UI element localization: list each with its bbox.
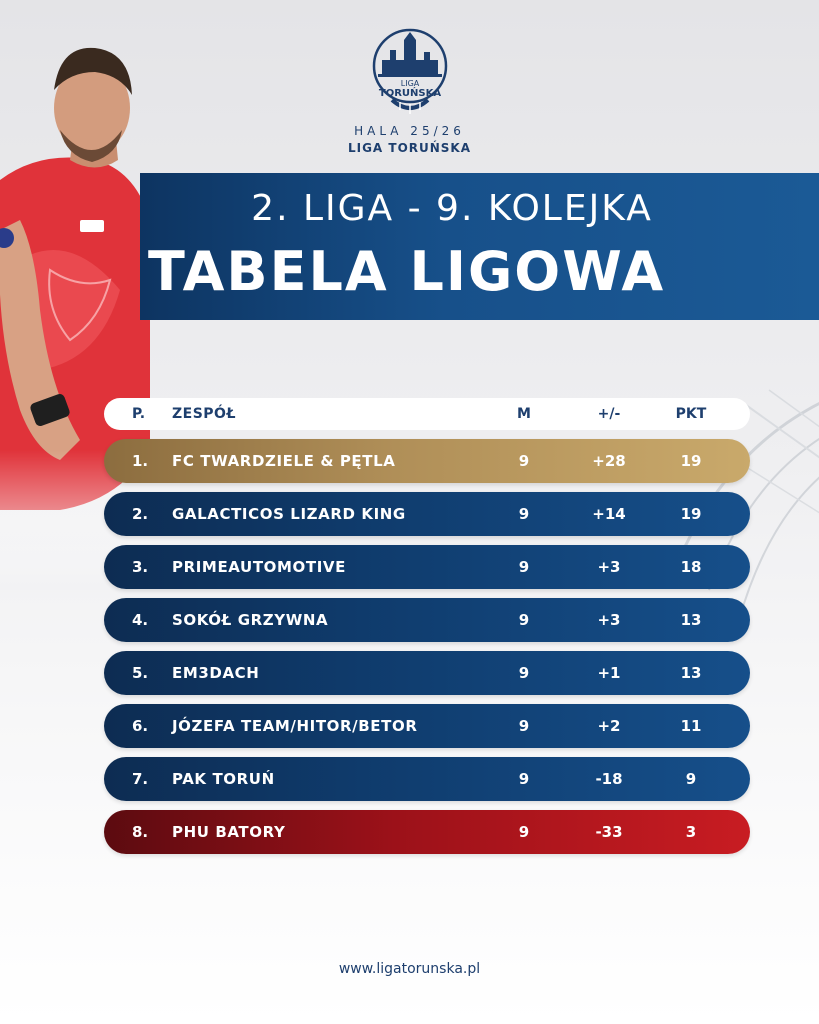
- table-row: 7. PAK TORUŃ 9 -18 9: [104, 757, 750, 801]
- table-row: 5. EM3DACH 9 +1 13: [104, 651, 750, 695]
- row-matches: 9: [518, 505, 530, 523]
- row-goal-diff: +1: [597, 664, 621, 682]
- row-team: PHU BATORY: [172, 823, 286, 841]
- header-goal-diff: +/-: [597, 406, 621, 422]
- row-goal-diff: +3: [597, 611, 621, 629]
- row-pos: 2.: [132, 505, 149, 523]
- logo-line2: TORUŃSKA: [379, 86, 441, 99]
- header-team: ZESPÓŁ: [172, 406, 236, 422]
- row-points: 11: [680, 717, 702, 735]
- row-team: JÓZEFA TEAM/HITOR/BETOR: [172, 717, 418, 735]
- row-matches: 9: [518, 611, 530, 629]
- row-matches: 9: [518, 664, 530, 682]
- row-matches: 9: [518, 823, 530, 841]
- row-goal-diff: +2: [597, 717, 621, 735]
- row-matches: 9: [518, 558, 530, 576]
- row-pos: 5.: [132, 664, 149, 682]
- row-pos: 3.: [132, 558, 149, 576]
- row-team: GALACTICOS LIZARD KING: [172, 505, 406, 523]
- row-points: 19: [680, 505, 702, 523]
- header-pos: P.: [132, 406, 146, 422]
- website-link[interactable]: www.ligatorunska.pl: [338, 961, 481, 977]
- row-points: 3: [685, 823, 697, 841]
- season-title: HALA 25/26: [354, 124, 465, 138]
- row-matches: 9: [518, 770, 530, 788]
- table-header: P. ZESPÓŁ M +/- PKT: [104, 398, 750, 430]
- table-row: 3. PRIMEAUTOMOTIVE 9 +3 18: [104, 545, 750, 589]
- row-pos: 4.: [132, 611, 149, 629]
- row-points: 19: [680, 452, 702, 470]
- row-pos: 8.: [132, 823, 149, 841]
- season-subtitle: LIGA TORUŃSKA: [347, 141, 472, 155]
- logo-line1: LIGA: [401, 79, 420, 88]
- row-points: 13: [680, 611, 702, 629]
- row-team: EM3DACH: [172, 664, 260, 682]
- table-row: 1. FC TWARDZIELE & PĘTLA 9 +28 19: [104, 439, 750, 483]
- liga-torunska-logo: LIGA TORUŃSKA: [372, 28, 448, 114]
- header-matches: M: [517, 406, 531, 422]
- row-points: 13: [680, 664, 702, 682]
- title-banner: [140, 173, 819, 320]
- row-goal-diff: +28: [592, 452, 626, 470]
- row-goal-diff: +14: [592, 505, 626, 523]
- table-row: 2. GALACTICOS LIZARD KING 9 +14 19: [104, 492, 750, 536]
- table-row: 6. JÓZEFA TEAM/HITOR/BETOR 9 +2 11: [104, 704, 750, 748]
- row-goal-diff: +3: [597, 558, 621, 576]
- page-title: TABELA LIGOWA: [148, 240, 666, 303]
- row-points: 9: [685, 770, 697, 788]
- row-matches: 9: [518, 717, 530, 735]
- header-points: PKT: [675, 406, 707, 422]
- row-goal-diff: -18: [595, 770, 623, 788]
- round-title: 2. LIGA - 9. KOLEJKA: [251, 188, 653, 229]
- row-points: 18: [680, 558, 702, 576]
- row-goal-diff: -33: [595, 823, 623, 841]
- row-matches: 9: [518, 452, 530, 470]
- row-team: PAK TORUŃ: [172, 770, 275, 788]
- row-pos: 6.: [132, 717, 149, 735]
- row-team: SOKÓŁ GRZYWNA: [172, 611, 329, 629]
- table-row: 4. SOKÓŁ GRZYWNA 9 +3 13: [104, 598, 750, 642]
- table-row: 8. PHU BATORY 9 -33 3: [104, 810, 750, 854]
- row-team: PRIMEAUTOMOTIVE: [172, 558, 346, 576]
- row-pos: 1.: [132, 452, 149, 470]
- row-pos: 7.: [132, 770, 149, 788]
- row-team: FC TWARDZIELE & PĘTLA: [172, 452, 396, 470]
